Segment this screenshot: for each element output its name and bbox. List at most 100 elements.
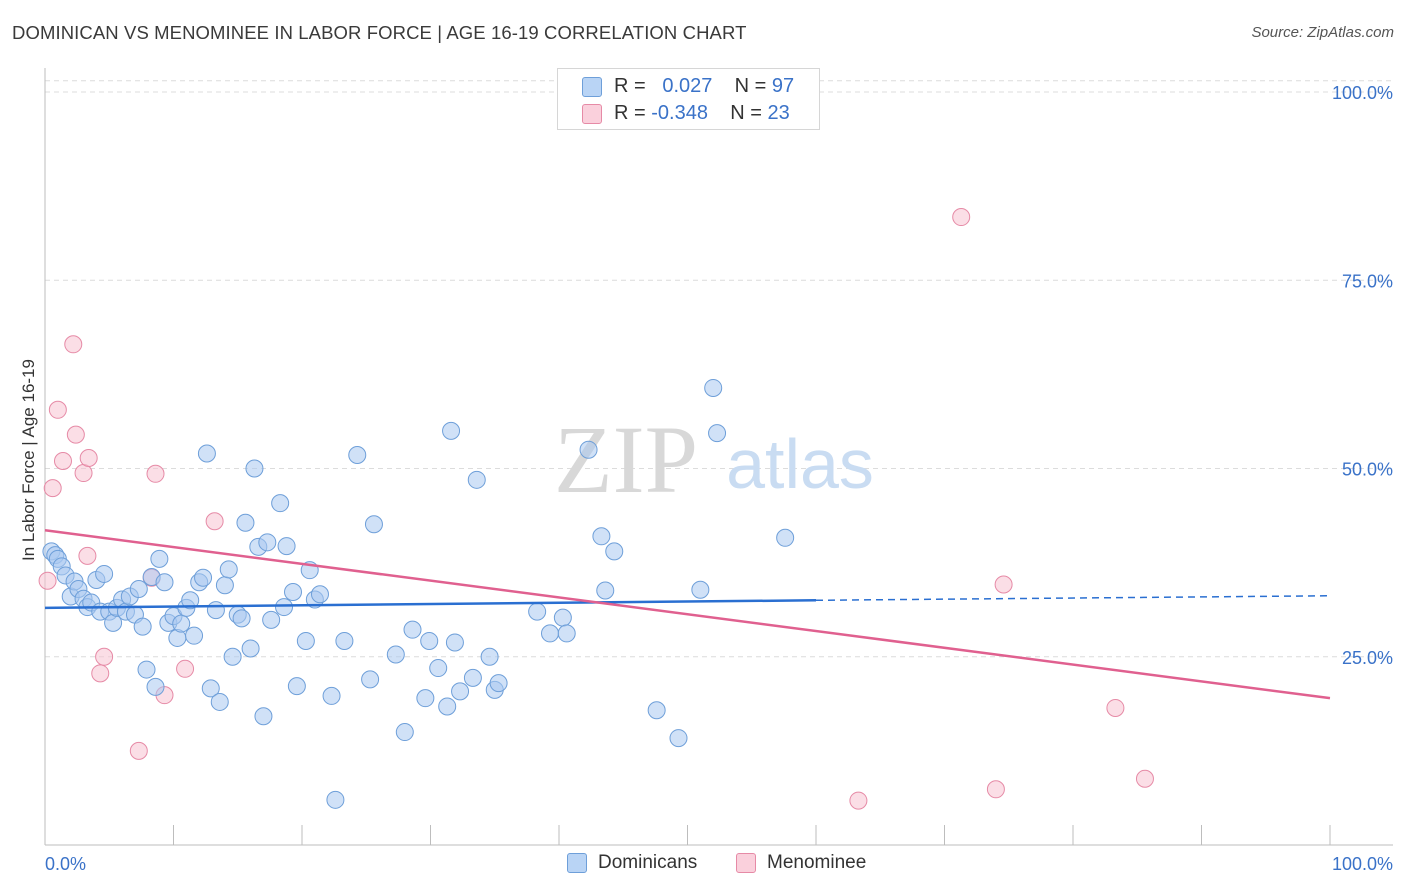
legend-r-value: 0.027 — [662, 75, 713, 97]
dominicans-point — [95, 564, 114, 583]
menominee-point — [48, 400, 67, 419]
watermark-zip: ZIP — [554, 406, 698, 513]
menominee-trend-line — [44, 529, 1331, 700]
y-tick-label: 25.0% — [1342, 648, 1393, 668]
legend-n-label: N = — [734, 75, 767, 97]
legend-label-dominicans: Dominicans — [598, 852, 698, 873]
dominicans-trend-extension — [815, 595, 1331, 602]
dominicans-point — [271, 494, 290, 513]
y-tick-label: 100.0% — [1332, 83, 1393, 103]
menominee-point — [994, 575, 1013, 594]
dominicans-point — [541, 624, 560, 643]
menominee-point — [74, 464, 93, 483]
dominicans-point — [245, 459, 264, 478]
dominicans-point — [463, 668, 482, 687]
dominicans-point — [592, 527, 611, 546]
dominicans-point — [647, 701, 666, 720]
dominicans-point — [310, 585, 329, 604]
dominicans-point — [429, 659, 448, 678]
menominee-point — [95, 647, 114, 666]
dominicans-point — [445, 633, 464, 652]
dominicans-point — [129, 580, 148, 598]
legend-n-value: 97 — [771, 75, 795, 97]
legend-r-label: R = — [614, 102, 646, 124]
dominicans-point — [210, 692, 229, 711]
menominee-point — [79, 448, 98, 467]
dominicans-point — [528, 602, 547, 621]
dominicans-point — [596, 581, 615, 600]
dominicans-point — [364, 515, 383, 534]
dominicans-points — [42, 378, 795, 809]
dominicans-point — [489, 674, 508, 693]
menominee-point — [205, 512, 224, 531]
dominicans-point — [326, 790, 345, 809]
dominicans-point — [361, 670, 380, 689]
menominee-point — [849, 791, 868, 810]
dominicans-point — [181, 591, 200, 610]
dominicans-point — [258, 533, 277, 552]
y-tick-label: 50.0% — [1342, 460, 1393, 480]
menominee-point — [176, 659, 195, 678]
legend-n-label: N = — [730, 102, 762, 124]
menominee-point — [129, 741, 148, 760]
legend-r-value: -0.348 — [651, 102, 708, 124]
dominicans-point — [395, 723, 414, 742]
legend-swatch-menominee — [582, 104, 602, 124]
dominicans-point — [219, 560, 238, 579]
menominee-point — [91, 664, 110, 683]
dominicans-point — [185, 626, 204, 645]
dominicans-point — [776, 528, 795, 547]
dominicans-point — [438, 697, 457, 716]
dominicans-point — [254, 707, 273, 726]
menominee-point — [78, 546, 97, 565]
dominicans-point — [708, 424, 727, 443]
y-axis-label: In Labor Force | Age 16-19 — [19, 359, 38, 561]
axes — [44, 68, 1393, 846]
legend-n-value: 23 — [767, 102, 790, 124]
watermark-atlas: atlas — [726, 425, 874, 503]
menominee-point — [38, 571, 57, 590]
dominicans-point — [150, 549, 169, 568]
menominee-point — [986, 780, 1005, 799]
dominicans-point — [172, 614, 191, 633]
trend-lines — [44, 529, 1331, 700]
dominicans-point — [557, 624, 576, 643]
x-tick-labels: 0.0% 100.0% — [45, 854, 1393, 874]
dominicans-point — [236, 513, 255, 532]
y-tick-labels: 25.0% 50.0% 75.0% 100.0% — [1332, 83, 1393, 668]
dominicans-point — [137, 660, 156, 679]
dominicans-point — [215, 576, 234, 595]
dominicans-point — [194, 568, 213, 587]
dominicans-point — [232, 609, 251, 628]
dominicans-point — [704, 378, 723, 397]
dominicans-point — [206, 601, 225, 620]
dominicans-point — [386, 645, 405, 664]
menominee-point — [64, 335, 83, 354]
stats-legend: R = 0.027 N = 97 R = -0.348 N = 23 — [557, 68, 820, 130]
menominee-point — [53, 452, 72, 470]
dominicans-point — [403, 620, 422, 639]
x-tick-label: 100.0% — [1332, 854, 1393, 874]
legend-swatch-menominee — [736, 853, 756, 873]
chart-title: DOMINICAN VS MENOMINEE IN LABOR FORCE | … — [12, 22, 747, 43]
dominicans-point — [579, 440, 598, 459]
dominicans-point — [275, 598, 294, 617]
dominicans-point — [287, 677, 306, 696]
dominicans-point — [348, 445, 367, 464]
dominicans-point — [133, 617, 152, 636]
dominicans-point — [480, 647, 499, 666]
dominicans-point — [322, 686, 341, 705]
watermark: ZIP atlas — [554, 406, 874, 513]
dominicans-point — [296, 631, 315, 650]
menominee-points — [38, 208, 1154, 810]
menominee-point — [43, 479, 62, 498]
dominicans-point — [420, 631, 439, 650]
dominicans-point — [155, 573, 174, 592]
x-tick-label: 0.0% — [45, 854, 86, 874]
menominee-point — [1106, 698, 1125, 717]
dominicans-point — [146, 677, 165, 696]
dominicans-point — [241, 639, 260, 658]
menominee-point — [1135, 769, 1154, 788]
dominicans-point — [442, 421, 461, 440]
